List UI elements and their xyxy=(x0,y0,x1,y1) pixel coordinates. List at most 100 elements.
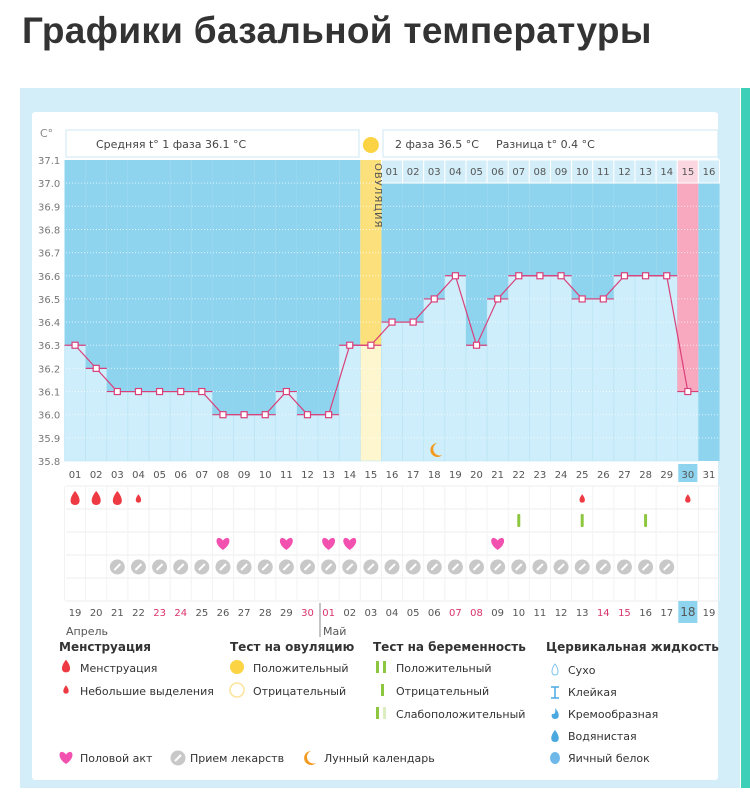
medication-pill-icon-mark xyxy=(113,563,122,571)
y-tick-label: 35.9 xyxy=(38,434,60,445)
calendar-date-label: 21 xyxy=(111,608,124,619)
cycle-day-label: 04 xyxy=(132,470,145,481)
cycle-day-label: 23 xyxy=(534,470,547,481)
legend-intercourse: Половой акт xyxy=(80,752,153,765)
cycle-day-label: 20 xyxy=(470,470,483,481)
temperature-point xyxy=(240,411,248,419)
legend-watery-icon xyxy=(551,730,559,742)
temperature-point xyxy=(303,411,312,419)
column-upper xyxy=(360,160,382,346)
side-tab[interactable] xyxy=(741,88,750,788)
calendar-date-label: 17 xyxy=(660,608,673,619)
calendar-date-label: 16 xyxy=(639,608,652,619)
column-upper xyxy=(423,183,445,299)
cycle-day-label: 17 xyxy=(407,470,420,481)
calendar-date-label: 18 xyxy=(680,605,695,619)
y-tick-label: 35.8 xyxy=(38,457,60,468)
calendar-date-label: 24 xyxy=(174,608,187,619)
phase2-header xyxy=(382,129,719,158)
column-upper xyxy=(381,183,403,323)
y-tick-label: 36.1 xyxy=(38,388,60,399)
ovulation-positive-icon xyxy=(362,137,379,153)
column-bar xyxy=(127,391,150,462)
calendar-date-label: 10 xyxy=(512,608,525,619)
temperature-point xyxy=(71,341,79,349)
cycle-day-label: 05 xyxy=(153,470,166,481)
column-bar xyxy=(571,298,593,462)
menstruation-drop-icon xyxy=(70,491,80,505)
spotting-drop-icon xyxy=(135,494,142,503)
medication-pill-icon-mark xyxy=(367,563,375,571)
intercourse-heart-icon xyxy=(216,537,230,550)
column-upper xyxy=(275,160,297,392)
cycle-day-label: 11 xyxy=(280,470,293,481)
y-tick-label: 36.3 xyxy=(38,341,60,352)
medication-pill-icon-mark xyxy=(536,563,544,571)
legend-pregnancy-negative: Отрицательный xyxy=(396,685,490,698)
legend-eggwhite-icon xyxy=(550,752,560,764)
temperature-point xyxy=(177,387,185,396)
column-bar xyxy=(360,344,382,462)
cycle-day-label: 08 xyxy=(217,470,230,481)
today-highlight xyxy=(678,601,698,623)
cycle-day-label: 19 xyxy=(449,470,462,481)
column-upper xyxy=(592,183,614,299)
medication-pill-icon-mark xyxy=(177,563,185,571)
column-bar xyxy=(592,298,615,462)
y-tick-label: 36.6 xyxy=(38,272,60,283)
current-day-highlight xyxy=(678,464,698,482)
legend-ovulation-positive: Положительный xyxy=(253,662,349,675)
temperature-point xyxy=(494,295,502,303)
medication-pill-icon-mark xyxy=(198,563,206,571)
legend-pregnancy-positive-icon-2 xyxy=(383,661,386,673)
temperature-point xyxy=(599,295,607,303)
medication-pill-icon-mark xyxy=(282,563,291,571)
calendar-date-label: 06 xyxy=(428,608,441,619)
page-title: Графики базальной температуры xyxy=(22,10,652,51)
medication-pill-icon-mark xyxy=(219,563,227,571)
temperature-point xyxy=(198,387,206,396)
temperature-point xyxy=(113,387,121,396)
column-upper xyxy=(677,183,699,392)
column-upper xyxy=(465,183,488,346)
calendar-date-label: 19 xyxy=(703,608,716,619)
phase2-day-label: 14 xyxy=(660,167,673,178)
y-tick-label: 36.0 xyxy=(38,411,60,422)
cycle-day-label: 26 xyxy=(597,470,610,481)
legend-lunar: Лунный календарь xyxy=(324,752,435,765)
moon-icon xyxy=(430,443,443,457)
temperature-point xyxy=(536,272,544,280)
medication-pill-icon-mark xyxy=(662,563,671,571)
medication-pill-icon-mark xyxy=(451,563,460,571)
temperature-difference: Разница t° 0.4 °C xyxy=(496,138,595,151)
column-upper xyxy=(85,160,107,369)
column-bar xyxy=(233,414,255,462)
calendar-date-label: 22 xyxy=(132,608,145,619)
legend-ovulation-negative-icon xyxy=(229,682,245,698)
legend-pregnancy-negative-icon xyxy=(381,684,384,696)
menstruation-drop-icon xyxy=(91,491,101,505)
calendar-date-label: 05 xyxy=(407,608,420,619)
y-tick-label: 37.0 xyxy=(38,179,60,190)
legend-ovulation-title: Тест на овуляцию xyxy=(230,640,355,654)
cycle-day-label: 22 xyxy=(512,470,525,481)
calendar-date-label: 02 xyxy=(343,608,356,619)
column-bar xyxy=(338,344,361,462)
medication-pill-icon-mark xyxy=(641,563,650,571)
column-upper xyxy=(318,160,340,415)
legend-pregnancy-title: Тест на беременность xyxy=(373,640,526,654)
calendar-date-label: 23 xyxy=(153,608,166,619)
intercourse-heart-icon xyxy=(343,537,357,550)
calendar-date-label: 15 xyxy=(618,608,631,619)
calendar-date-label: 07 xyxy=(449,608,462,619)
legend-creamy-icon xyxy=(551,708,559,719)
calendar-date-label: 14 xyxy=(597,608,610,619)
legend-pregnancy-weak: Слабоположительный xyxy=(396,708,526,721)
medication-pill-icon-mark xyxy=(388,563,396,571)
legend-lunar-icon xyxy=(304,751,316,765)
column-upper xyxy=(212,160,234,415)
spotting-drop-icon xyxy=(579,494,585,503)
legend-spotting: Небольшие выделения xyxy=(80,685,214,698)
phase2-day-label: 02 xyxy=(407,167,420,178)
calendar-date-label: 20 xyxy=(90,608,103,619)
